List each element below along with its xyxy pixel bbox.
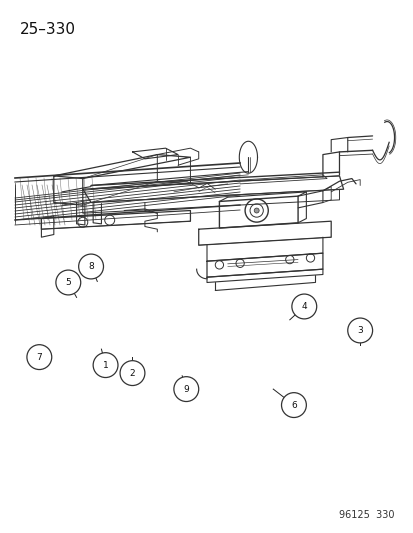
Text: 5: 5	[65, 278, 71, 287]
Circle shape	[78, 254, 103, 279]
Circle shape	[254, 208, 259, 213]
Text: 9: 9	[183, 385, 189, 393]
Circle shape	[93, 353, 118, 377]
Text: 25–330: 25–330	[20, 22, 76, 37]
Circle shape	[347, 318, 372, 343]
Text: 4: 4	[301, 302, 306, 311]
Text: 2: 2	[129, 369, 135, 377]
Circle shape	[27, 345, 52, 369]
Text: 8: 8	[88, 262, 94, 271]
Circle shape	[291, 294, 316, 319]
Text: 6: 6	[290, 401, 296, 409]
Text: 3: 3	[356, 326, 362, 335]
Text: 1: 1	[102, 361, 108, 369]
Circle shape	[173, 377, 198, 401]
Circle shape	[281, 393, 306, 417]
Text: 7: 7	[36, 353, 42, 361]
Text: 96125  330: 96125 330	[339, 510, 394, 520]
Circle shape	[120, 361, 145, 385]
Circle shape	[56, 270, 81, 295]
